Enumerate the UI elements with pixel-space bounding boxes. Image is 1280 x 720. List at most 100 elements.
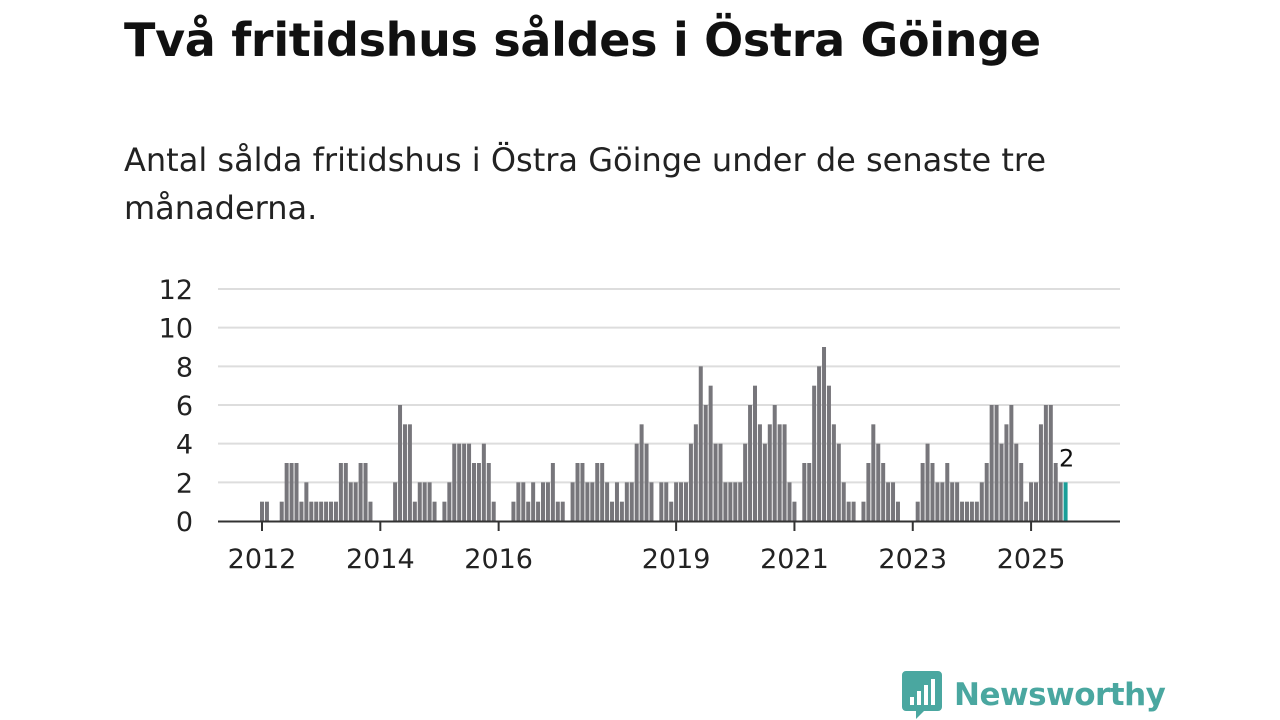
bar [353,482,358,521]
bar [792,501,797,521]
bar [861,501,866,521]
bar [284,463,289,521]
bar [1024,501,1029,521]
bar [260,501,264,521]
bar [762,443,767,521]
bar [1038,424,1043,521]
bar [881,463,886,521]
bar [826,385,831,521]
bar [294,463,299,521]
bar [866,463,871,521]
bar [516,482,521,521]
bar [960,501,965,521]
bar [447,482,452,521]
bar [452,443,457,521]
x-tick-label: 2014 [346,544,415,575]
bar [767,424,772,521]
bar [693,424,698,521]
bar [304,482,309,521]
brand-logo: Newsworthy [902,671,1166,719]
bar [541,482,546,521]
x-tick-label: 2023 [878,544,947,575]
bar [895,501,900,521]
y-tick-label: 2 [176,468,193,499]
page-title: Två fritidshus såldes i Östra Göinge [124,13,1041,67]
bar [471,463,476,521]
bar [945,463,950,521]
bar [550,463,555,521]
bar [1004,424,1009,521]
bar [940,482,945,521]
bar [950,482,955,521]
bar [1058,482,1063,521]
bar [649,482,654,521]
bar-highlight [1063,482,1068,521]
x-tick-label: 2019 [642,544,711,575]
bar [718,443,723,521]
bar [886,482,891,521]
bar [955,482,960,521]
bar [432,501,437,521]
bar [427,482,432,521]
newsworthy-logo-icon [902,671,942,719]
bar [989,405,994,521]
bar [871,424,876,521]
bar [486,463,491,521]
bar [545,482,550,521]
bar [610,501,615,521]
bar [526,501,531,521]
bar [876,443,881,521]
bar [984,463,989,521]
bar [634,443,639,521]
bar [822,347,827,521]
bar [585,482,590,521]
bar [644,443,649,521]
bar [629,482,634,521]
bar [969,501,974,521]
bar [659,482,664,521]
bar [575,463,580,521]
bar [891,482,896,521]
bar [1048,405,1053,521]
bar [738,482,743,521]
bar [407,424,412,521]
bar [338,463,343,521]
bar [467,443,472,521]
bar [511,501,516,521]
bar [836,443,841,521]
bar [703,405,708,521]
bar [708,385,713,521]
brand-name: Newsworthy [954,677,1166,713]
bar [787,482,792,521]
bar [309,501,314,521]
bar [669,501,674,521]
bar [402,424,407,521]
bar [1053,463,1058,521]
bar [683,482,688,521]
bar [491,501,496,521]
x-tick-label: 2016 [464,544,533,575]
bar [595,463,600,521]
y-tick-label: 0 [176,507,193,538]
bar [605,482,610,521]
bar [999,443,1004,521]
bar [728,482,733,521]
bar [964,501,969,521]
bar [368,501,373,521]
bar [580,463,585,521]
bar [974,501,979,521]
bar [442,501,447,521]
bar [462,443,467,521]
bar [289,463,294,521]
y-tick-label: 6 [176,391,193,422]
bar [802,463,807,521]
bar [994,405,999,521]
bar [619,501,624,521]
bar [674,482,679,521]
bar [925,443,930,521]
bar [831,424,836,521]
bar [343,463,348,521]
bar [817,366,822,521]
bar [979,482,984,521]
